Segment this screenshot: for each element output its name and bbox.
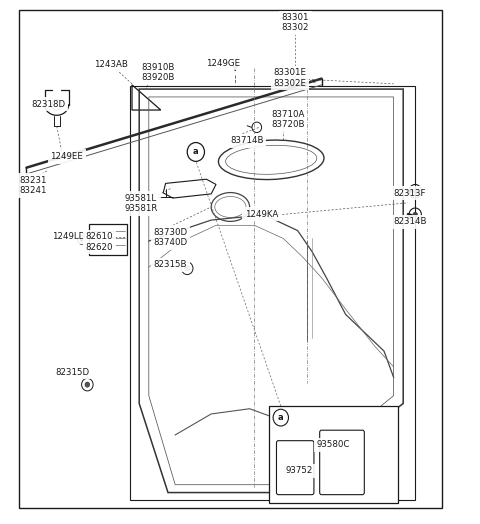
Text: a: a (278, 413, 284, 422)
Text: 1249EE: 1249EE (50, 152, 83, 161)
Text: 83301
83302: 83301 83302 (281, 13, 309, 32)
Text: 93580C: 93580C (317, 440, 350, 449)
Text: 93581L
93581R: 93581L 93581R (125, 194, 158, 213)
Text: 83301E
83302E: 83301E 83302E (274, 68, 307, 88)
Bar (269, 406, 398, 503)
Circle shape (187, 143, 204, 161)
Circle shape (273, 409, 288, 426)
Text: 83730D
83740D: 83730D 83740D (154, 228, 188, 247)
Text: 82318D: 82318D (31, 100, 65, 108)
Text: 82610
82620: 82610 82620 (85, 232, 113, 252)
Bar (19, 10, 442, 508)
Text: 83231
83241: 83231 83241 (19, 176, 47, 195)
Circle shape (80, 238, 83, 242)
Text: 82313F: 82313F (394, 189, 426, 198)
Text: 83910B
83920B: 83910B 83920B (142, 63, 175, 82)
Circle shape (413, 212, 418, 217)
Text: 1249GE: 1249GE (206, 59, 240, 68)
Bar (130, 86, 415, 500)
Bar (89, 224, 127, 255)
Circle shape (85, 382, 90, 387)
Circle shape (413, 189, 418, 194)
Text: 83714B: 83714B (230, 136, 264, 145)
Text: 83710A
83720B: 83710A 83720B (271, 110, 305, 129)
Text: a: a (193, 147, 199, 157)
Text: 93752: 93752 (286, 466, 313, 475)
Text: 82314B: 82314B (394, 217, 427, 226)
Circle shape (185, 266, 190, 271)
Text: 82315B: 82315B (154, 260, 187, 269)
Text: 1249LD: 1249LD (52, 232, 85, 241)
Text: 82315D: 82315D (55, 368, 89, 377)
Text: 1243AB: 1243AB (94, 60, 128, 69)
Text: 1249KA: 1249KA (245, 210, 278, 219)
